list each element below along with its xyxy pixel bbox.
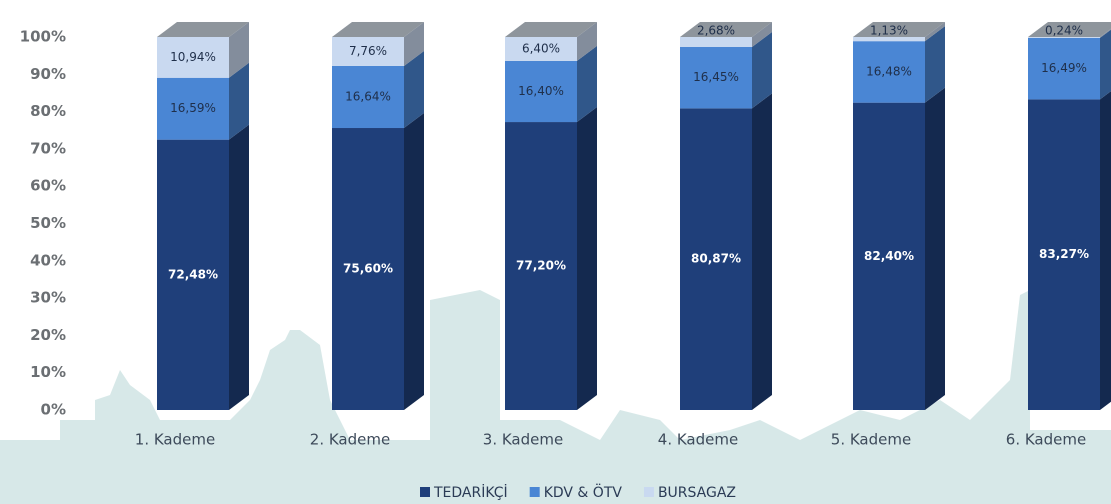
bar-segment (1028, 99, 1100, 411)
y-tick-label: 70% (30, 139, 66, 157)
bar-segment (1028, 37, 1100, 100)
bar-side (404, 22, 424, 66)
bar-segment (505, 37, 577, 61)
data-label: 16,59% (170, 101, 216, 115)
bar-segment (157, 36, 229, 78)
bar-side (925, 87, 945, 410)
data-label: 10,94% (170, 50, 216, 64)
y-tick-label: 0% (41, 401, 66, 419)
bar-side (752, 22, 772, 47)
data-label: 77,20% (516, 259, 566, 273)
legend-label: KDV & ÖTV (544, 483, 623, 501)
y-tick-label: 50% (30, 214, 66, 232)
bar-side (752, 31, 772, 109)
bar-segment (332, 65, 404, 129)
bar-top (1028, 22, 1111, 37)
bar-side (925, 21, 945, 42)
data-label: 16,40% (518, 84, 564, 98)
data-label: 1,13% (870, 23, 908, 37)
bar-segment (505, 122, 577, 410)
bar-side (229, 21, 249, 78)
legend-swatch (529, 487, 540, 497)
bar-side (925, 26, 945, 103)
bar-segment (853, 102, 925, 410)
data-label: 6,40% (522, 41, 560, 55)
bar-segment (1028, 37, 1100, 38)
bar-side (577, 45, 597, 123)
bar-side (404, 50, 424, 129)
bar-segment (853, 36, 925, 42)
data-label: 83,27% (1039, 247, 1089, 261)
data-label: 2,68% (697, 24, 735, 38)
data-label: 16,45% (693, 70, 739, 84)
y-tick-label: 80% (30, 102, 66, 120)
data-label: 16,49% (1041, 61, 1087, 75)
bar-side (404, 113, 424, 411)
bar-top (505, 22, 597, 37)
bar-segment (853, 41, 925, 103)
x-tick-label: 6. Kademe (1006, 431, 1086, 449)
legend-swatch (420, 487, 430, 497)
bar-side (229, 124, 249, 410)
data-label: 75,60% (343, 262, 393, 276)
y-tick-label: 20% (30, 326, 66, 344)
x-tick-label: 1. Kademe (135, 431, 215, 449)
legend-label: BURSAGAZ (658, 485, 736, 501)
y-tick-label: 90% (30, 65, 66, 83)
skyline-background (0, 290, 1111, 504)
legend-label: TEDARİKÇİ (433, 483, 508, 501)
bar-segment (505, 60, 577, 123)
x-tick-label: 5. Kademe (831, 431, 911, 449)
bar-segment (680, 37, 752, 47)
bar-top (680, 22, 772, 37)
bar-segment (157, 139, 229, 410)
data-label: 80,87% (691, 252, 741, 266)
bar-segment (157, 77, 229, 140)
bar-side (752, 93, 772, 411)
bar-top (157, 21, 249, 37)
legend: TEDARİKÇİ KDV & ÖTV BURSAGAZ (420, 483, 736, 501)
y-tick-label: 100% (20, 28, 66, 46)
bar-segment (332, 128, 404, 410)
x-tick-label: 3. Kademe (483, 431, 563, 449)
x-tick-label: 4. Kademe (658, 431, 738, 449)
data-label: 72,48% (168, 267, 218, 281)
bar-segment (680, 46, 752, 109)
plot-area: 0% 10% 20% 30% 40% 50% 60% 70% 80% 90% 100% 72,48% 1… (20, 21, 1111, 449)
bar-side (229, 62, 249, 140)
bar-side (1100, 28, 1111, 38)
bar-side (1100, 29, 1111, 100)
bar-side (1100, 91, 1111, 410)
y-tick-label: 40% (30, 251, 66, 269)
x-tick-label: 2. Kademe (310, 431, 390, 449)
bar-side (577, 22, 597, 61)
bar-segment (332, 37, 404, 66)
bar-segment (680, 108, 752, 411)
data-label: 7,76% (349, 44, 387, 58)
data-label: 16,48% (866, 64, 912, 78)
bar-top (853, 21, 945, 37)
legend-swatch (643, 487, 654, 497)
y-tick-label: 60% (30, 177, 66, 195)
bar-top (332, 22, 424, 37)
y-tick-label: 30% (30, 289, 66, 307)
bar-side (577, 107, 597, 410)
y-tick-label: 10% (30, 363, 66, 381)
data-label: 82,40% (864, 249, 914, 263)
data-label: 16,64% (345, 89, 391, 103)
data-label: 0,24% (1045, 24, 1083, 38)
